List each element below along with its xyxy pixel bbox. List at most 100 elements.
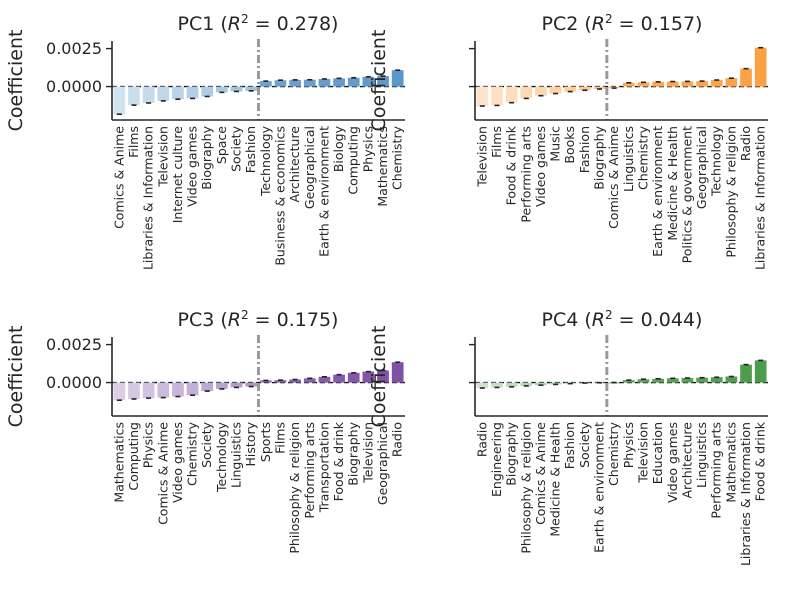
bar [476, 86, 489, 107]
x-tick-label: Geographical [302, 126, 317, 209]
bar [318, 376, 331, 383]
y-axis-label: Coefficient [5, 326, 27, 428]
x-tick-label: Physics [621, 422, 636, 468]
bar [128, 86, 140, 106]
bar [520, 382, 533, 386]
x-tick-label: Computing [346, 126, 361, 195]
x-tick-label: Mathematics [111, 422, 126, 503]
bar [333, 374, 345, 383]
bar [333, 78, 345, 87]
bar [245, 382, 258, 387]
x-tick-label: Radio [738, 126, 753, 161]
x-tick-label: Food & drink [504, 125, 519, 205]
y-tick-label: 0.0025 [46, 335, 102, 354]
bar [318, 78, 331, 87]
bar [666, 81, 679, 87]
x-tick-label: Films [489, 126, 504, 158]
x-tick-label: Television [155, 126, 170, 188]
x-tick-label: Performing arts [709, 422, 724, 519]
bar [113, 86, 126, 115]
bar [637, 82, 650, 87]
bar [362, 76, 375, 87]
x-tick-label: Books [562, 126, 577, 164]
x-tick-label: Comics & Anime [606, 126, 621, 229]
chart-title: PC1 (R2 = 0.278) [178, 12, 339, 35]
x-tick-label: Society [577, 421, 592, 468]
bar [245, 86, 258, 91]
bar [303, 79, 316, 87]
bar [579, 86, 591, 91]
x-tick-label: Libraries & Information [141, 126, 156, 270]
x-tick-label: Society [199, 421, 214, 468]
chart-title-prefix: PC1 ( [178, 13, 228, 35]
bar [186, 382, 199, 396]
bar [142, 86, 155, 103]
bar [289, 79, 301, 87]
x-tick-label: Radio [474, 422, 489, 457]
x-tick-label: Biography [199, 125, 214, 189]
x-tick-label: Comics & Anime [533, 422, 548, 525]
bar [391, 70, 404, 87]
x-tick-label: Technology [258, 125, 273, 197]
chart-title-equals: = [613, 309, 641, 331]
chart-title-r2-value: 0.157 [641, 13, 695, 35]
chart-title-prefix: PC3 ( [178, 309, 228, 331]
chart-title-r2-value: 0.175 [277, 309, 331, 331]
x-tick-label: Performing arts [302, 422, 317, 519]
bar [142, 382, 155, 399]
x-tick-label: Biology [331, 125, 346, 172]
x-tick-label: Libraries & Information [738, 422, 753, 566]
x-tick-label: Philosophy & religion [287, 422, 302, 554]
bar [505, 382, 518, 387]
bar [652, 81, 664, 87]
x-tick-label: Chemistry [185, 421, 200, 486]
bar [710, 377, 723, 383]
bar [216, 86, 228, 93]
x-tick-label: Earth & environment [316, 126, 331, 257]
x-tick-label: Physics [360, 126, 375, 172]
x-tick-label: Biography [592, 125, 607, 189]
x-tick-label: Radio [390, 422, 405, 457]
bar [725, 78, 738, 87]
bar [274, 80, 287, 87]
x-tick-label: Philosophy & religion [723, 126, 738, 258]
x-tick-label: Food & drink [331, 421, 346, 501]
chart-title-r: R [228, 13, 241, 35]
x-tick-label: Linguistics [694, 422, 709, 488]
x-tick-label: Mathematics [723, 422, 738, 503]
bar [201, 382, 214, 392]
chart-title-exponent: 2 [605, 308, 613, 322]
x-tick-label: Medicine & Health [665, 126, 680, 241]
y-tick-label: 0.0025 [46, 39, 102, 58]
bar [535, 382, 547, 386]
x-tick-label: Performing arts [518, 126, 533, 223]
bar [157, 86, 170, 101]
x-tick-label: Society [229, 125, 244, 172]
bar [259, 380, 272, 383]
chart-title-close: ) [695, 309, 702, 331]
x-tick-label: Music [548, 126, 563, 162]
x-tick-label: Films [272, 422, 287, 454]
bar [347, 77, 360, 87]
chart-title-r: R [592, 13, 605, 35]
x-tick-label: Chemistry [606, 421, 621, 486]
chart-title-prefix: PC4 ( [542, 309, 592, 331]
x-tick-label: Food & drink [753, 421, 768, 501]
bar [274, 380, 287, 383]
x-tick-label: Physics [141, 422, 156, 468]
x-tick-label: Internet culture [170, 126, 185, 224]
x-tick-label: Earth & environment [650, 126, 665, 257]
bar [740, 364, 752, 383]
chart-title-prefix: PC2 ( [542, 13, 592, 35]
y-tick-label: 0.0000 [46, 373, 102, 392]
x-tick-label: Comics & Anime [111, 126, 126, 229]
bar [681, 81, 694, 87]
x-tick-label: Architecture [287, 126, 302, 203]
chart-title-r2-value: 0.044 [641, 309, 695, 331]
x-tick-label: Fashion [243, 126, 258, 173]
bar [622, 380, 635, 383]
bar [391, 362, 404, 383]
x-tick-label: Space [214, 126, 229, 164]
bar [289, 379, 301, 383]
